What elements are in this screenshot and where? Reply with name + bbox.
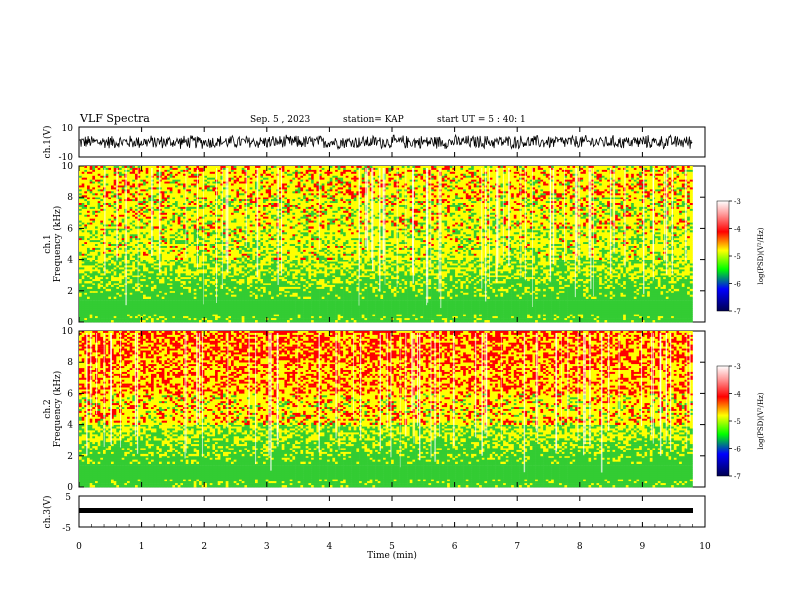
- ch1-colorbar-tick: -6: [734, 281, 741, 289]
- ch1-colorbar: -3 -4 -5 -6 -7 log(PSD)(V²/Hz): [716, 198, 765, 316]
- ch2-colorbar-tick: -3: [734, 363, 741, 371]
- ch1-colorbar-tick: -3: [734, 198, 741, 206]
- ch1-spec-ytick: 2: [67, 287, 73, 297]
- ch2-colorbar-tick: -7: [734, 473, 741, 481]
- ch2-colorbar-tick: -5: [734, 418, 741, 426]
- time-axis-tick: 5: [389, 542, 395, 552]
- ch3-waveform-trace: [79, 508, 693, 513]
- ch1-spec-ytick: 8: [67, 193, 73, 203]
- ch3-ylabel: ch.3(V): [42, 496, 53, 529]
- ch1-ylabel: ch.1(V): [42, 126, 53, 159]
- ch1-spec-ylabel-channel: ch.1: [43, 234, 53, 253]
- time-axis-tick: 6: [452, 542, 458, 552]
- ch1-ytick-top: 10: [62, 124, 74, 134]
- time-axis-tick: 0: [76, 542, 82, 552]
- time-axis: 0 1 2 3 4 5 6 7 8 9 10: [76, 127, 711, 552]
- ch2-spec-ytick: 0: [67, 483, 73, 493]
- ch1-spec-ytick: 6: [67, 224, 73, 234]
- ch3-waveform-panel: 5 -5 ch.3(V): [42, 493, 706, 534]
- ch1-colorbar-tick: -4: [734, 226, 741, 234]
- ch2-spec-ytick: 4: [67, 421, 73, 431]
- station-label: station= KAP: [343, 115, 404, 125]
- time-axis-tick: 2: [201, 542, 207, 552]
- ch2-colorbar: -3 -4 -5 -6 -7 log(PSD)(V²/Hz): [716, 363, 765, 481]
- time-axis-tick: 9: [640, 542, 646, 552]
- time-axis-tick: 3: [264, 542, 270, 552]
- time-axis-tick: 4: [327, 542, 333, 552]
- ch1-colorbar-label: log(PSD)(V²/Hz): [757, 227, 765, 284]
- time-axis-tick: 10: [699, 542, 711, 552]
- ch3-ytick-top: 5: [65, 493, 71, 503]
- ch1-spectrogram-panel: 0 2 4 6 8 10 ch.1 Frequency (kHz): [43, 162, 706, 328]
- ch2-colorbar-tick: -6: [734, 446, 741, 454]
- ch3-ytick-bottom: -5: [62, 524, 71, 534]
- time-axis-tick: 7: [514, 542, 520, 552]
- ch2-spec-ylabel-channel: ch.2: [43, 399, 53, 418]
- ch2-spec-ytick: 2: [67, 452, 73, 462]
- ch1-spec-ylabel-frequency: Frequency (kHz): [52, 206, 63, 283]
- ch2-spec-ylabel-frequency: Frequency (kHz): [52, 371, 63, 448]
- ch2-spec-ytick: 10: [62, 327, 74, 337]
- ch1-colorbar-tick: -7: [734, 308, 741, 316]
- ch2-colorbar-label: log(PSD)(V²/Hz): [757, 392, 765, 449]
- ch1-colorbar-tick: -5: [734, 253, 741, 261]
- ch2-colorbar-tick: -4: [734, 391, 741, 399]
- ch2-spectrogram-panel: 0 2 4 6 8 10 ch.2 Frequency (kHz): [43, 327, 706, 493]
- figure-title: VLF Spectra: [79, 112, 150, 125]
- time-axis-tick: 8: [577, 542, 583, 552]
- ch1-spec-ytick: 10: [62, 162, 74, 172]
- ch1-ytick-bottom: -10: [59, 153, 74, 163]
- time-axis-tick: 1: [139, 542, 145, 552]
- ch1-spec-ytick: 4: [67, 256, 73, 266]
- ch1-spectrogram-image: [79, 166, 693, 323]
- ch1-spec-ytick: 0: [67, 318, 73, 328]
- date-label: Sep. 5 , 2023: [250, 115, 310, 125]
- ch2-spectrogram-image: [79, 331, 693, 488]
- ch2-spec-ytick: 8: [67, 358, 73, 368]
- time-axis-label: Time (min): [367, 550, 417, 561]
- start-time-label: start UT = 5 : 40: 1: [437, 115, 526, 125]
- ch1-waveform-trace: [78, 133, 693, 151]
- ch2-spec-ytick: 6: [67, 389, 73, 399]
